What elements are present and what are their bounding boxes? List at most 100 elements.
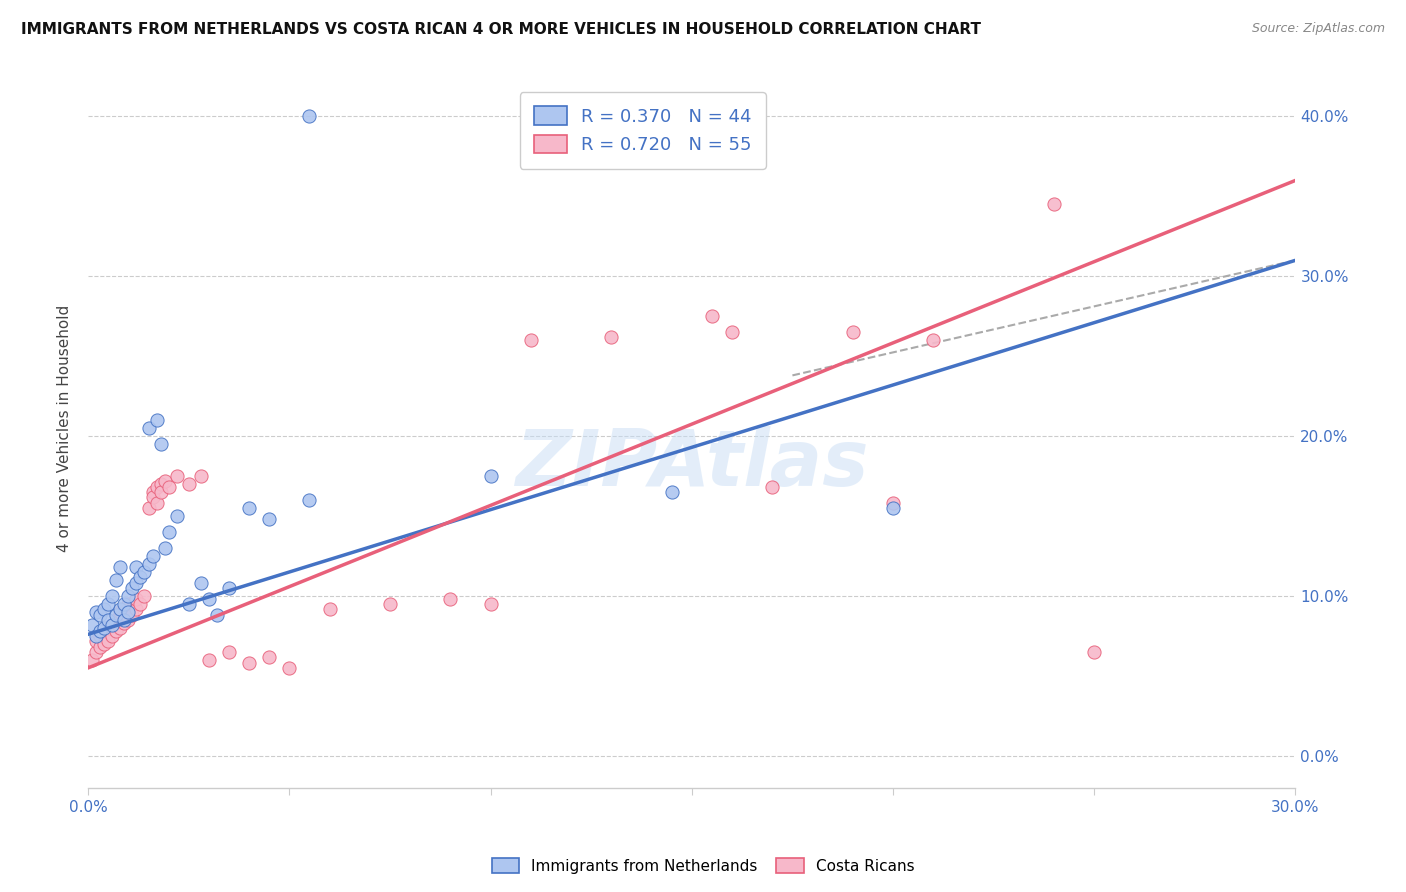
Point xyxy=(205,608,228,623)
Point xyxy=(112,601,135,615)
Point xyxy=(149,437,172,451)
Point xyxy=(439,592,461,607)
Point xyxy=(97,633,120,648)
Point xyxy=(84,645,107,659)
Point xyxy=(166,469,188,483)
Point xyxy=(166,509,188,524)
Point xyxy=(298,110,321,124)
Point xyxy=(1043,197,1066,211)
Point xyxy=(198,653,221,667)
Point xyxy=(842,325,865,339)
Point xyxy=(134,565,156,579)
Point xyxy=(138,421,160,435)
Point xyxy=(112,616,135,631)
Point xyxy=(82,653,104,667)
Point xyxy=(153,541,176,555)
Point xyxy=(153,474,176,488)
Point xyxy=(141,490,163,504)
Point xyxy=(257,649,280,664)
Point xyxy=(882,496,904,510)
Y-axis label: 4 or more Vehicles in Household: 4 or more Vehicles in Household xyxy=(58,304,72,552)
Point xyxy=(479,597,502,611)
Point xyxy=(110,560,132,574)
Legend: Immigrants from Netherlands, Costa Ricans: Immigrants from Netherlands, Costa Rican… xyxy=(485,852,921,880)
Point xyxy=(700,310,723,324)
Point xyxy=(112,597,135,611)
Point xyxy=(149,485,172,500)
Point xyxy=(190,469,212,483)
Point xyxy=(149,477,172,491)
Point xyxy=(121,608,143,623)
Point xyxy=(138,557,160,571)
Point xyxy=(93,637,115,651)
Point xyxy=(97,597,120,611)
Point xyxy=(121,581,143,595)
Point xyxy=(661,485,683,500)
Point xyxy=(125,576,148,591)
Point xyxy=(318,601,340,615)
Point xyxy=(82,617,104,632)
Point xyxy=(125,592,148,607)
Point xyxy=(721,325,744,339)
Point xyxy=(298,493,321,508)
Point xyxy=(922,333,945,347)
Point xyxy=(117,589,139,603)
Point xyxy=(117,613,139,627)
Point xyxy=(761,480,783,494)
Point xyxy=(101,617,124,632)
Point xyxy=(218,645,240,659)
Point xyxy=(97,613,120,627)
Point xyxy=(157,480,180,494)
Point xyxy=(93,624,115,639)
Point xyxy=(479,469,502,483)
Point xyxy=(238,501,260,516)
Legend: R = 0.370   N = 44, R = 0.720   N = 55: R = 0.370 N = 44, R = 0.720 N = 55 xyxy=(520,92,766,169)
Point xyxy=(141,485,163,500)
Point xyxy=(117,605,139,619)
Point xyxy=(84,629,107,643)
Point xyxy=(110,605,132,619)
Point xyxy=(190,576,212,591)
Point xyxy=(134,589,156,603)
Point xyxy=(257,512,280,526)
Point xyxy=(177,477,200,491)
Point xyxy=(110,601,132,615)
Point xyxy=(238,656,260,670)
Point xyxy=(117,597,139,611)
Point xyxy=(138,501,160,516)
Point xyxy=(129,597,152,611)
Point xyxy=(93,621,115,635)
Point xyxy=(882,501,904,516)
Point xyxy=(198,592,221,607)
Point xyxy=(125,560,148,574)
Point xyxy=(520,333,543,347)
Text: Source: ZipAtlas.com: Source: ZipAtlas.com xyxy=(1251,22,1385,36)
Point xyxy=(97,621,120,635)
Point xyxy=(89,629,111,643)
Point xyxy=(101,617,124,632)
Point xyxy=(105,613,128,627)
Point xyxy=(105,624,128,639)
Point xyxy=(89,624,111,639)
Point xyxy=(84,633,107,648)
Point xyxy=(378,597,401,611)
Point xyxy=(105,608,128,623)
Point xyxy=(101,589,124,603)
Point xyxy=(145,496,167,510)
Point xyxy=(105,573,128,587)
Point xyxy=(84,605,107,619)
Point xyxy=(93,601,115,615)
Text: IMMIGRANTS FROM NETHERLANDS VS COSTA RICAN 4 OR MORE VEHICLES IN HOUSEHOLD CORRE: IMMIGRANTS FROM NETHERLANDS VS COSTA RIC… xyxy=(21,22,981,37)
Point xyxy=(157,524,180,539)
Point xyxy=(218,581,240,595)
Point xyxy=(110,621,132,635)
Point xyxy=(1083,645,1105,659)
Point xyxy=(145,480,167,494)
Text: ZIPAtlas: ZIPAtlas xyxy=(515,426,869,502)
Point xyxy=(141,549,163,563)
Point xyxy=(129,570,152,584)
Point xyxy=(101,629,124,643)
Point xyxy=(89,608,111,623)
Point xyxy=(125,601,148,615)
Point xyxy=(112,613,135,627)
